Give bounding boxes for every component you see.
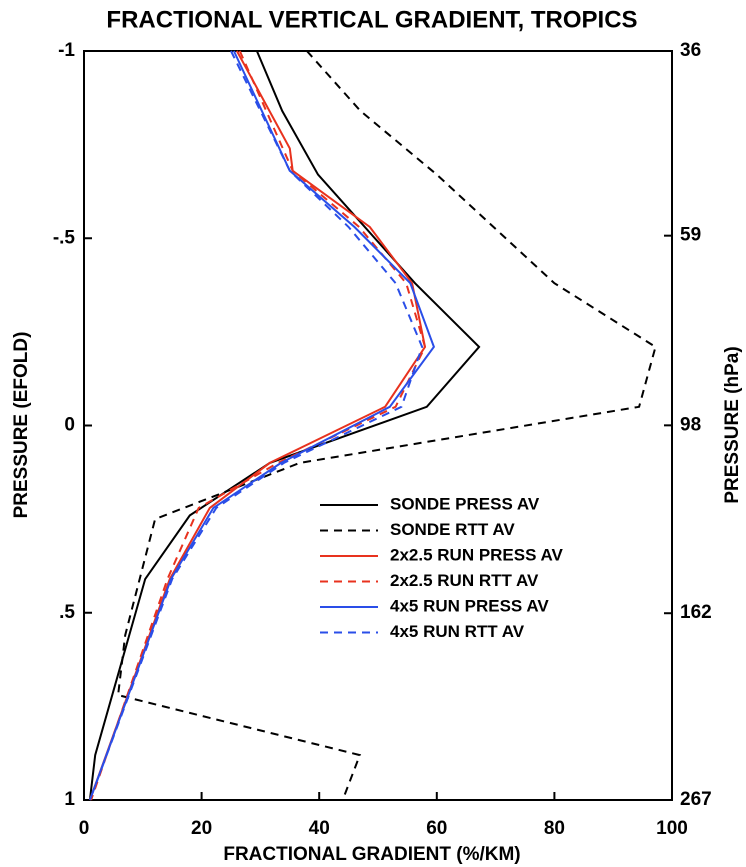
y2-tick-label: 59 — [680, 225, 701, 246]
y-tick-label: 0 — [64, 415, 75, 436]
y2-tick-label: 36 — [680, 40, 701, 61]
y-tick-label: -1 — [58, 40, 75, 61]
x-tick-label: 40 — [309, 818, 330, 839]
x-tick-label: 0 — [79, 818, 90, 839]
x-tick-label: 20 — [191, 818, 212, 839]
series-line — [117, 50, 657, 801]
series-line — [88, 50, 481, 801]
legend-label: SONDE PRESS AV — [390, 494, 540, 513]
y2-tick-label: 98 — [680, 414, 701, 435]
y-tick-label: 1 — [64, 789, 75, 810]
y-tick-label: -.5 — [53, 227, 76, 248]
x-axis-label: FRACTIONAL GRADIENT (%/KM) — [223, 844, 520, 865]
legend-label: 2x2.5 RUN RTT AV — [390, 571, 539, 590]
y2-tick-label: 162 — [680, 602, 712, 623]
legend-label: 4x5 RUN PRESS AV — [390, 596, 549, 615]
y-axis-label: PRESSURE (EFOLD) — [11, 332, 32, 519]
chart-title: FRACTIONAL VERTICAL GRADIENT, TROPICS — [106, 6, 637, 33]
legend-label: 2x2.5 RUN PRESS AV — [390, 545, 564, 564]
x-tick-label: 60 — [426, 818, 447, 839]
legend-label: SONDE RTT AV — [390, 520, 515, 539]
legend-label: 4x5 RUN RTT AV — [390, 622, 525, 641]
y-tick-label: .5 — [59, 602, 75, 623]
series-line — [88, 50, 424, 801]
y2-axis-label: PRESSURE (hPa) — [722, 346, 743, 503]
series-line — [88, 50, 436, 801]
x-tick-label: 100 — [656, 818, 688, 839]
series-line — [90, 50, 427, 801]
x-tick-label: 80 — [544, 818, 565, 839]
y2-tick-label: 267 — [680, 789, 712, 810]
plot-frame — [83, 50, 673, 801]
